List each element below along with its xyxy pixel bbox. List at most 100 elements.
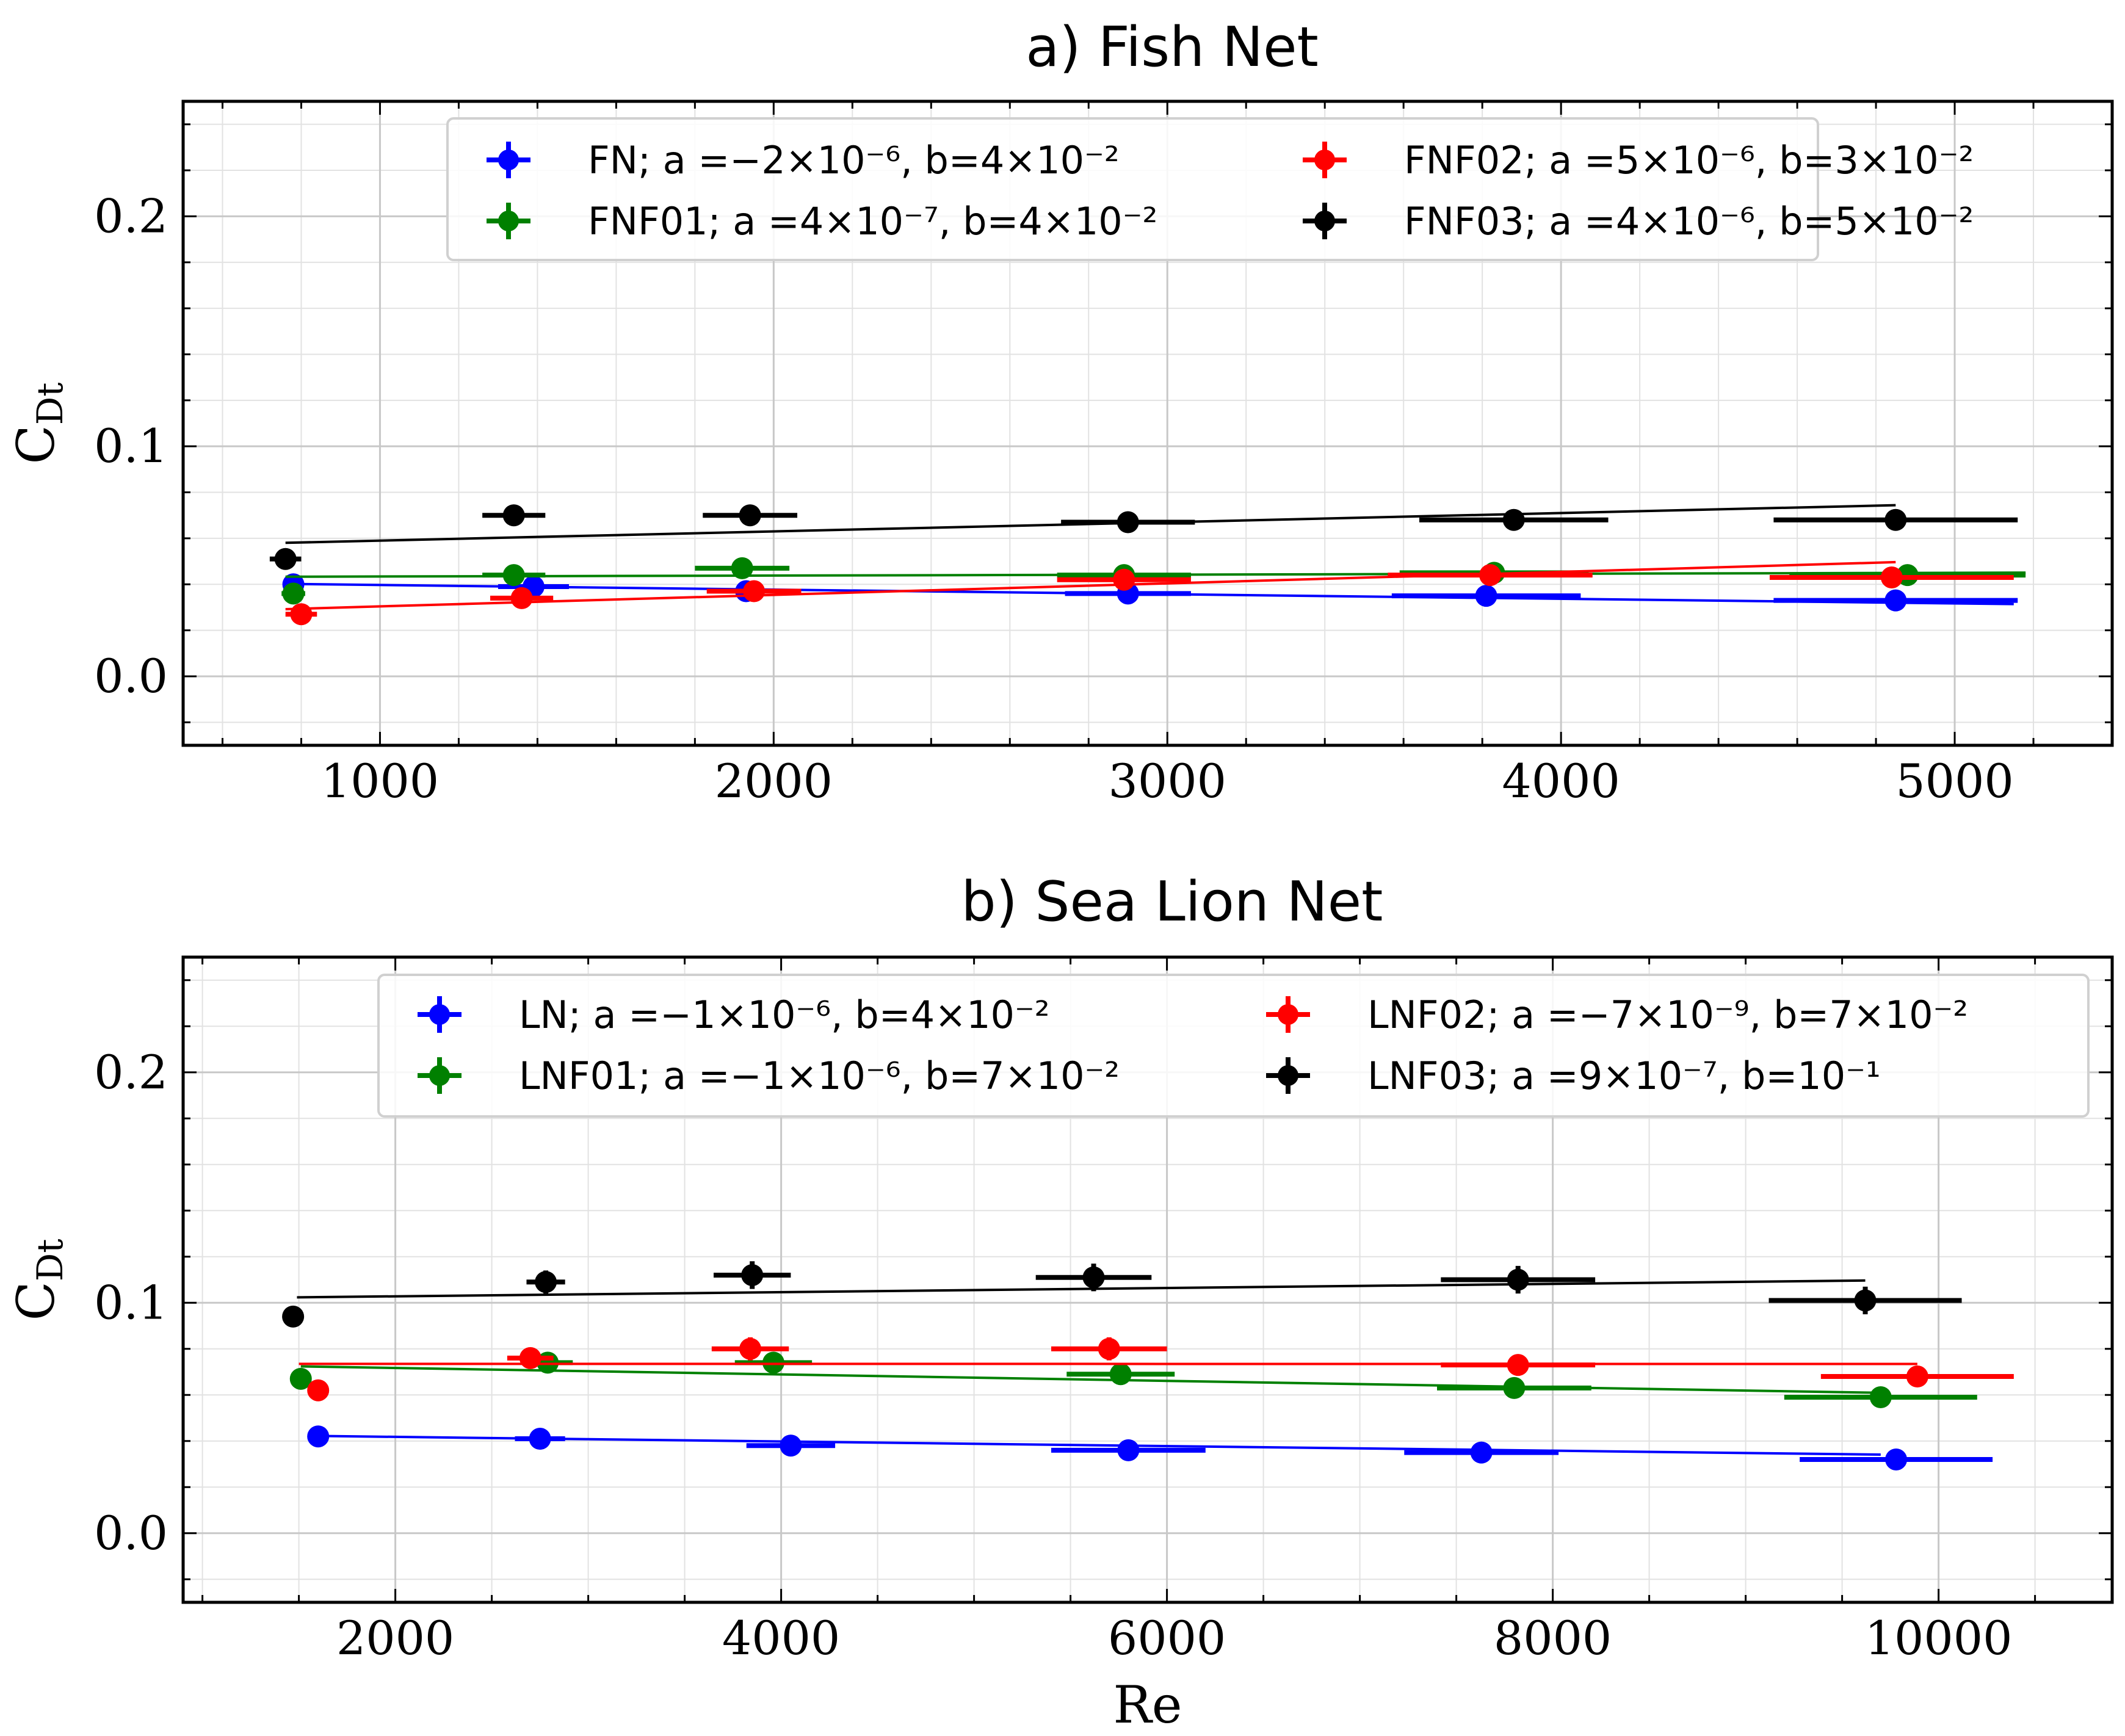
panel-fish-net: 1000 2000 3000 4000 5000 0.0 0.1 0.2 a) Fish Net… [6, 15, 2114, 808]
x-tick-label: 4000 [1502, 754, 1620, 808]
legend-label: FNF03; a =4×10⁻⁶, b=5×10⁻² [1404, 199, 1974, 244]
x-tick-label: 4000 [722, 1611, 840, 1665]
data-point [274, 548, 297, 570]
y-axis-label: CDt [6, 382, 71, 464]
ticks [183, 957, 2112, 1602]
data-point [290, 603, 313, 626]
data-point [502, 564, 525, 587]
data-point [743, 580, 766, 602]
data-point [1884, 589, 1907, 612]
axes-frame [181, 955, 2114, 1604]
series-ln [307, 1425, 1993, 1470]
legend-label: LN; a =−1×10⁻⁶, b=4×10⁻² [519, 993, 1050, 1037]
y-tick-label: 0.0 [94, 649, 168, 703]
legend-entry-lnf03: LNF03; a =9×10⁻⁷, b=10⁻¹ [1266, 1054, 1881, 1098]
series-lnf03 [282, 1261, 1962, 1328]
fit-line-lnf01 [300, 1365, 1881, 1394]
data-point [739, 504, 761, 527]
y-tick-label: 0.1 [94, 1275, 168, 1329]
y-tick-label: 0.0 [94, 1506, 168, 1560]
data-point [535, 1271, 557, 1293]
data-point [1109, 1363, 1132, 1386]
data-point [1880, 566, 1903, 588]
series-lnf01 [289, 1351, 1977, 1409]
y-tick-label: 0.2 [94, 1045, 168, 1099]
data-point [1479, 564, 1502, 587]
data-point [1082, 1266, 1105, 1289]
chart-title: b) Sea Lion Net [961, 870, 1383, 934]
data-point [1470, 1441, 1493, 1464]
legend-entry-fnf02: FNF02; a =5×10⁻⁶, b=3×10⁻² [1303, 138, 1974, 183]
legend-label: LNF01; a =−1×10⁻⁶, b=7×10⁻² [519, 1054, 1120, 1098]
y-axis-label-sub: Dt [29, 382, 71, 425]
panel-sea-lion-net: 2000 4000 6000 8000 10000 0.0 0.1 0.2 b) Sea Lio… [6, 870, 2114, 1735]
y-axis-label: CDt [6, 1239, 71, 1320]
series-fnf02 [285, 560, 2014, 626]
data-point [529, 1427, 551, 1450]
ticks [183, 101, 2113, 745]
data-point [307, 1379, 330, 1401]
legend-marker-point [1278, 1004, 1298, 1025]
legend-entry-fnf03: FNF03; a =4×10⁻⁶, b=5×10⁻² [1303, 199, 1974, 244]
y-tick-label: 0.2 [94, 189, 168, 243]
fit-line-ln [308, 1434, 1881, 1456]
x-tick-label: 2000 [715, 754, 833, 808]
data-point [1906, 1365, 1928, 1388]
x-tick-label: 10000 [1865, 1611, 2013, 1665]
legend: LN; a =−1×10⁻⁶, b=4×10⁻² LNF01; a =−1×10⁻… [377, 974, 2090, 1118]
data-point [1117, 511, 1139, 533]
x-tick-label: 8000 [1494, 1611, 1612, 1665]
y-axis-label-main: C [6, 425, 66, 464]
legend-entry-ln: LN; a =−1×10⁻⁶, b=4×10⁻² [418, 993, 1050, 1037]
data-point [1503, 1376, 1526, 1399]
legend: FN; a =−2×10⁻⁶, b=4×10⁻² FNF01; a =4×10⁻⁷… [446, 117, 1974, 261]
x-tick-label: 1000 [321, 754, 439, 808]
data-point [1475, 585, 1497, 607]
data-point [1507, 1354, 1529, 1376]
data-point [307, 1425, 330, 1448]
data-point [731, 557, 753, 579]
x-tick-label: 2000 [336, 1611, 454, 1665]
series-lnf02 [299, 1337, 2014, 1401]
data-point [1885, 1448, 1908, 1470]
legend-entry-fn: FN; a =−2×10⁻⁶, b=4×10⁻² [487, 138, 1120, 183]
x-tick-label: 5000 [1895, 754, 2013, 808]
data-point [289, 1367, 312, 1390]
y-axis-label-main: C [6, 1281, 66, 1320]
data-point [510, 587, 533, 609]
legend-label: FN; a =−2×10⁻⁶, b=4×10⁻² [588, 138, 1120, 183]
data-point [1884, 508, 1907, 531]
data-point [1502, 508, 1525, 531]
legend-label: LNF03; a =9×10⁻⁷, b=10⁻¹ [1367, 1054, 1881, 1098]
fit-line-fnf02 [285, 560, 1896, 610]
legend-marker-point [1314, 150, 1335, 170]
legend-marker-point [498, 211, 519, 231]
data-point [741, 1264, 764, 1286]
chart-title: a) Fish Net [1026, 15, 1319, 79]
data-point [1507, 1268, 1529, 1291]
x-tick-label: 6000 [1108, 1611, 1226, 1665]
x-axis-label: Re [1113, 1675, 1182, 1735]
data-point [739, 1337, 762, 1360]
axes-frame [181, 99, 2114, 747]
data-point [1113, 568, 1135, 591]
data-point [519, 1347, 541, 1369]
data-point [282, 582, 305, 605]
legend-label: LNF02; a =−7×10⁻⁹, b=7×10⁻² [1367, 993, 1968, 1037]
legend-marker-point [498, 150, 519, 170]
legend-marker-point [429, 1065, 450, 1086]
legend-label: FNF01; a =4×10⁻⁷, b=4×10⁻² [588, 199, 1157, 244]
data-point [1869, 1386, 1892, 1409]
legend-box [446, 117, 1819, 261]
legend-entry-lnf01: LNF01; a =−1×10⁻⁶, b=7×10⁻² [418, 1054, 1120, 1098]
fit-line-lnf03 [297, 1279, 1866, 1299]
legend-entry-lnf02: LNF02; a =−7×10⁻⁹, b=7×10⁻² [1266, 993, 1968, 1037]
x-tick-label: 3000 [1109, 754, 1226, 808]
legend-marker-point [429, 1004, 450, 1025]
legend-marker-point [1278, 1065, 1298, 1086]
data-point [502, 504, 525, 527]
legend-box [377, 974, 2090, 1118]
y-tick-label: 0.1 [94, 419, 168, 473]
